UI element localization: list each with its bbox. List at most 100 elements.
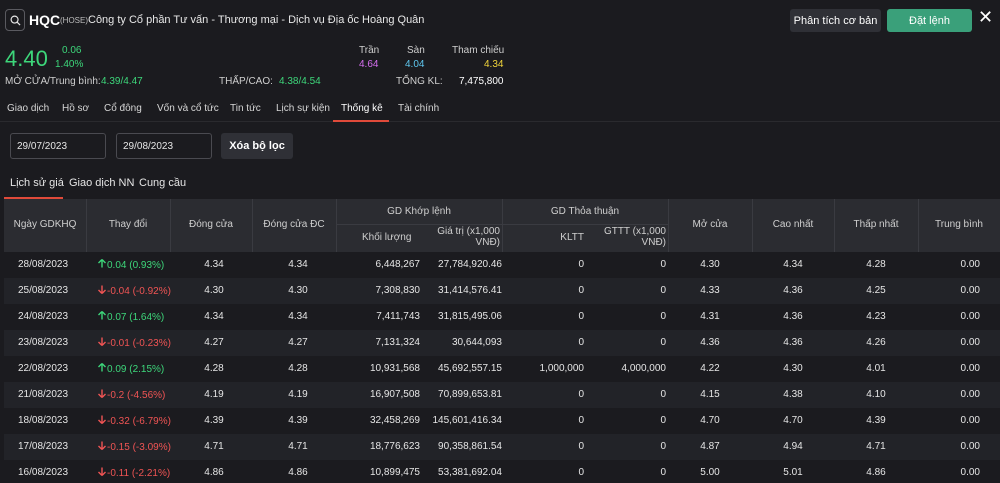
cell-matched-value: 30,644,093 [451,337,502,348]
table-row[interactable]: 23/08/2023 -0.01 (-0.23%) 4.27 4.27 7,131,32… [4,330,1000,356]
cell-average: 0.00 [960,285,980,296]
cell-average: 0.00 [960,259,980,270]
table-row[interactable]: 22/08/2023 0.09 (2.15%) 4.28 4.28 10,931,568… [4,356,1000,382]
cell-matched-value: 90,358,861.54 [438,441,502,452]
arrow-down-icon [98,337,107,349]
close-icon[interactable]: ✕ [978,7,994,27]
change-text: 0.04 (0.93%) [107,260,165,271]
table-row[interactable]: 16/08/2023 -0.11 (-2.21%) 4.86 4.86 10,899,4… [4,460,1000,483]
col-header-close[interactable]: Đóng cửa [189,219,233,230]
col-header-average[interactable]: Trung bình [935,219,983,230]
cell-high: 4.94 [783,441,803,452]
col-header-open[interactable]: Mở cửa [692,219,728,230]
cell-date: 23/08/2023 [18,337,69,348]
subtab-foreign-trading[interactable]: Giao dịch NN [69,177,135,189]
cell-matched-volume: 7,308,830 [375,285,421,296]
arrow-down-icon [98,415,107,427]
col-header-matched-value[interactable]: Giá trị (x1,000 VNĐ) [422,226,500,248]
cell-low: 4.86 [866,467,886,478]
ceiling-value: 4.64 [359,59,379,70]
reference-label: Tham chiếu [452,45,505,56]
to-date-input[interactable]: 29/08/2023 [116,133,212,159]
search-button[interactable] [5,9,25,31]
cell-high: 4.36 [783,311,803,322]
col-header-deal-volume[interactable]: KLTT [560,232,584,243]
subtab-supply-demand[interactable]: Cung cầu [139,177,187,189]
cell-matched-volume: 7,411,743 [376,311,420,322]
cell-close-adjusted: 4.19 [288,389,308,400]
cell-high: 4.70 [783,415,803,426]
table-row[interactable]: 24/08/2023 0.07 (1.64%) 4.34 4.34 7,411,743 3… [4,304,1000,330]
cell-matched-volume: 16,907,508 [369,389,420,400]
tab-events[interactable]: Lịch sự kiện [276,103,330,114]
cell-matched-value: 145,601,416.34 [432,415,502,426]
total-volume-value: 7,475,800 [459,76,504,87]
col-header-low[interactable]: Thấp nhất [853,219,899,230]
cell-open: 4.70 [700,415,720,426]
col-header-high[interactable]: Cao nhất [772,219,814,230]
table-row[interactable]: 17/08/2023 -0.15 (-3.09%) 4.71 4.71 18,776,6… [4,434,1000,460]
table-row[interactable]: 18/08/2023 -0.32 (-6.79%) 4.39 4.39 32,458,2… [4,408,1000,434]
tab-statistics[interactable]: Thống kê [341,103,383,114]
header-divider [502,199,503,252]
cell-low: 4.01 [866,363,886,374]
total-volume-label: TỔNG KL: [396,76,443,87]
cell-close-adjusted: 4.86 [288,467,308,478]
table-row[interactable]: 28/08/2023 0.04 (0.93%) 4.34 4.34 6,448,267 2… [4,252,1000,278]
cell-average: 0.00 [960,363,980,374]
col-header-close-adjusted[interactable]: Đóng cửa ĐC [263,219,325,230]
tab-news[interactable]: Tin tức [230,103,261,114]
clear-filter-button[interactable]: Xóa bộ lọc [221,133,293,159]
cell-change: 0.07 (1.64%) [98,311,178,323]
col-header-change[interactable]: Thay đổi [108,219,148,230]
table-row[interactable]: 21/08/2023 -0.2 (-4.56%) 4.19 4.19 16,907,50… [4,382,1000,408]
table-row[interactable]: 25/08/2023 -0.04 (-0.92%) 4.30 4.30 7,308,83… [4,278,1000,304]
cell-deal-value: 0 [660,467,666,478]
cell-high: 5.01 [783,467,803,478]
col-header-deal-value-line2: VNĐ) [641,237,666,248]
cell-close-adjusted: 4.28 [288,363,308,374]
col-header-date[interactable]: Ngày GDKHQ [13,219,77,230]
change-text: -0.11 (-2.21%) [107,468,171,479]
cell-open: 4.22 [700,363,720,374]
tab-financials[interactable]: Tài chính [398,103,440,114]
cell-low: 4.39 [866,415,886,426]
cell-deal-volume: 0 [578,337,584,348]
cell-deal-volume: 0 [578,259,584,270]
header-divider [170,199,171,252]
cell-deal-volume: 0 [578,285,584,296]
from-date-input[interactable]: 29/07/2023 [10,133,106,159]
cell-average: 0.00 [960,389,980,400]
ticker-symbol: HQC [29,12,61,28]
fundamental-analysis-button[interactable]: Phân tích cơ bản [790,9,881,32]
price-change: 0.06 [62,45,82,56]
table-header: Ngày GDKHQ Thay đổi Đóng cửa Đóng cửa ĐC… [4,199,1000,252]
cell-date: 25/08/2023 [18,285,69,296]
tab-capital-dividends[interactable]: Vốn và cổ tức [157,103,219,114]
cell-open: 4.33 [700,285,720,296]
cell-deal-volume: 0 [578,415,584,426]
col-header-deal-value[interactable]: GTTT (x1,000 VNĐ) [588,226,666,248]
cell-close: 4.71 [204,441,224,452]
header-divider [336,199,337,252]
cell-average: 0.00 [960,441,980,452]
place-order-button[interactable]: Đặt lệnh [887,9,972,32]
arrow-up-icon [98,363,107,375]
cell-change: -0.32 (-6.79%) [98,415,178,427]
cell-high: 4.36 [783,285,803,296]
cell-deal-value: 0 [660,415,666,426]
cell-deal-volume: 0 [578,467,584,478]
change-text: 0.07 (1.64%) [107,312,165,323]
header-divider [918,199,919,252]
header-divider [86,199,87,252]
change-text: -0.15 (-3.09%) [107,442,171,453]
subtab-price-history[interactable]: Lịch sử giá [10,177,64,189]
floor-label: Sàn [407,45,425,56]
tab-trading[interactable]: Giao dịch [7,103,50,114]
col-header-matched-volume[interactable]: Khối lượng [362,232,412,243]
cell-change: 0.04 (0.93%) [98,259,178,271]
arrow-down-icon [98,285,107,297]
tab-profile[interactable]: Hồ sơ [62,103,90,114]
tab-shareholders[interactable]: Cổ đông [104,103,142,114]
cell-change: -0.15 (-3.09%) [98,441,178,453]
